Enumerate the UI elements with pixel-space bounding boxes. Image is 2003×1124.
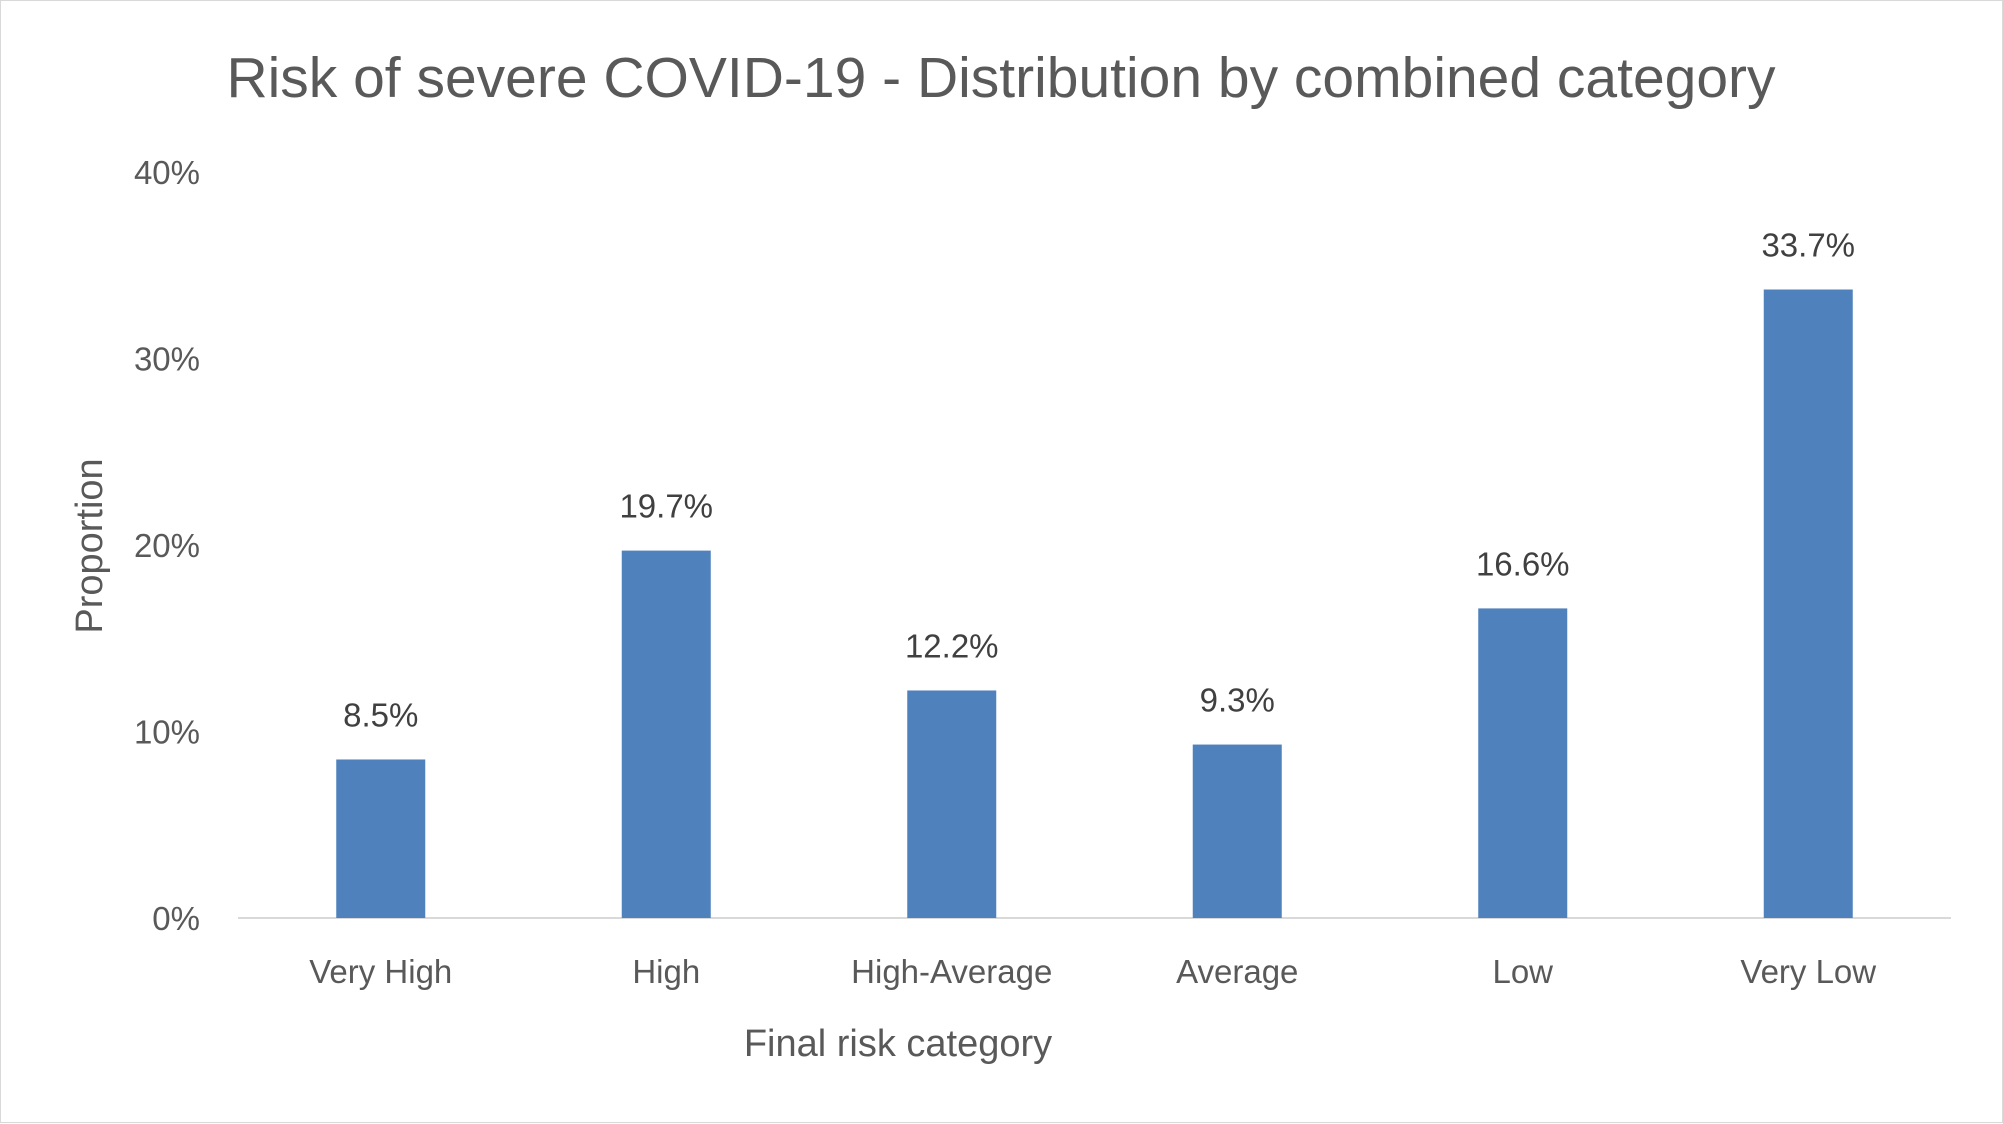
- y-tick-label: 20%: [134, 527, 200, 564]
- bar: [1763, 289, 1853, 918]
- y-tick-label: 40%: [134, 154, 200, 191]
- data-label: 9.3%: [1200, 682, 1275, 719]
- x-tick-label: High: [632, 953, 700, 990]
- data-labels-group: 8.5% 19.7% 12.2% 9.3% 16.6% 33.7%: [343, 226, 1855, 733]
- y-tick-label: 10%: [134, 714, 200, 751]
- bar: [907, 690, 997, 918]
- data-label: 19.7%: [619, 488, 713, 525]
- y-axis-ticks: 0% 10% 20% 30% 40%: [134, 154, 200, 937]
- data-label: 33.7%: [1761, 226, 1855, 263]
- x-tick-label: Low: [1492, 953, 1553, 990]
- y-tick-label: 0%: [152, 900, 200, 937]
- x-tick-label: Very High: [309, 953, 452, 990]
- bar: [1478, 608, 1568, 918]
- y-axis-title: Proportion: [69, 458, 111, 633]
- x-tick-label: High-Average: [851, 953, 1052, 990]
- data-label: 16.6%: [1476, 545, 1570, 582]
- y-tick-label: 30%: [134, 341, 200, 378]
- x-tick-label: Very Low: [1740, 953, 1876, 990]
- data-label: 8.5%: [343, 696, 418, 733]
- data-label: 12.2%: [905, 627, 999, 664]
- bar: [621, 550, 711, 918]
- bars-group: [336, 289, 1853, 918]
- x-axis-title: Final risk category: [744, 1023, 1052, 1065]
- bar: [336, 759, 426, 918]
- bar: [1192, 744, 1282, 918]
- x-tick-label: Average: [1176, 953, 1298, 990]
- x-axis-ticks: Very High High High-Average Average Low Very …: [309, 953, 1876, 990]
- chart-title: Risk of severe COVID-19 - Distribution b…: [226, 46, 1776, 110]
